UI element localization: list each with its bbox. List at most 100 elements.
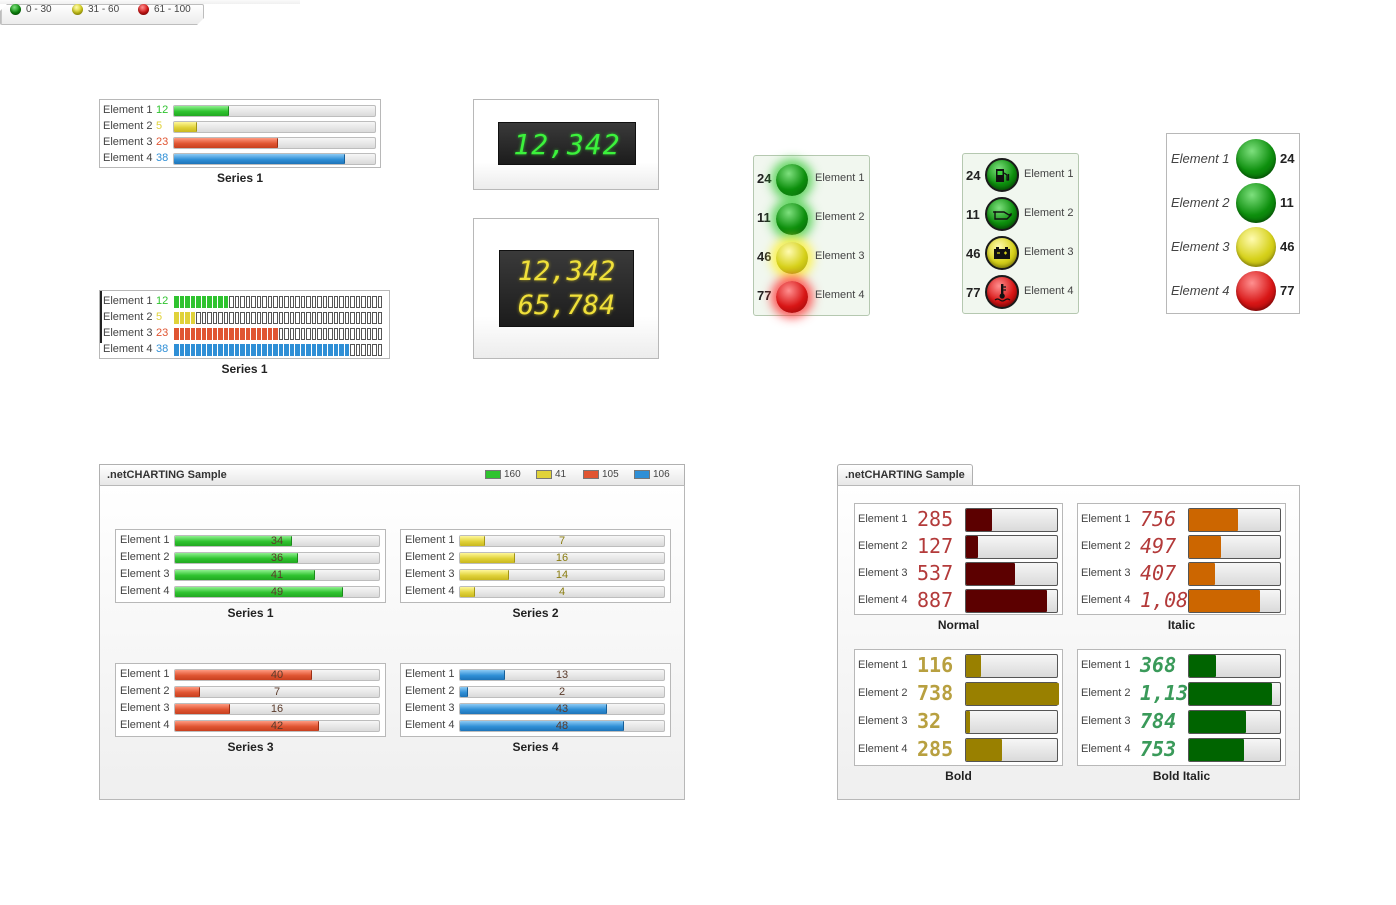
segment-off bbox=[218, 312, 223, 324]
indicator-light bbox=[985, 197, 1019, 231]
segment-off bbox=[372, 344, 377, 356]
segment-off bbox=[273, 296, 278, 308]
segment-on bbox=[273, 344, 278, 356]
bar-track bbox=[965, 535, 1058, 559]
element-label: Element 1 bbox=[405, 534, 455, 546]
series-box: Element 1 13 Element 2 2 Element 3 43 Element … bbox=[400, 663, 671, 737]
bar-fill bbox=[175, 704, 230, 714]
bar-fill bbox=[175, 687, 200, 697]
gauge-gallery: Element 1 12 Element 2 5 Element 3 23 Element … bbox=[0, 0, 1396, 800]
segment-on bbox=[185, 328, 190, 340]
segment-on bbox=[174, 344, 179, 356]
gauge-group-title: Bold Italic bbox=[1152, 769, 1211, 783]
light-value: 46 bbox=[757, 249, 772, 264]
segment-on bbox=[317, 344, 322, 356]
digital-readout: 127 bbox=[917, 534, 954, 558]
bar-fill bbox=[175, 570, 315, 580]
light-value: 24 bbox=[966, 168, 981, 183]
element-label: Element 4 bbox=[120, 719, 170, 731]
segment-on bbox=[306, 344, 311, 356]
digital-readout: 407 bbox=[1140, 561, 1177, 585]
segment-on bbox=[207, 344, 212, 356]
indicator-light bbox=[776, 242, 808, 274]
light-label: Element 2 bbox=[1171, 195, 1230, 210]
sample-tab[interactable]: .netCHARTING Sample bbox=[837, 464, 973, 486]
lcd-digits-top: 12,342 bbox=[517, 256, 616, 287]
legend-divider bbox=[1, 20, 2, 35]
segment-off bbox=[377, 328, 382, 340]
element-label: Element 3 bbox=[405, 568, 455, 580]
element-label: Element 2 bbox=[1081, 687, 1131, 699]
segment-off bbox=[223, 312, 228, 324]
legend-dot bbox=[72, 4, 83, 15]
bar-fill bbox=[1189, 739, 1244, 761]
bar-fill bbox=[175, 536, 292, 546]
segment-off bbox=[311, 312, 316, 324]
sample-body: Element 1 285 Element 2 127 Element 3 537 Elem… bbox=[837, 485, 1300, 800]
digital-readout: 368 bbox=[1140, 653, 1177, 677]
bar-fill bbox=[1189, 590, 1260, 612]
segment-off bbox=[251, 312, 256, 324]
digital-readout: 32 bbox=[917, 709, 942, 733]
element-label: Element 1 bbox=[103, 104, 153, 116]
segment-off bbox=[278, 328, 283, 340]
bar-fill bbox=[1189, 509, 1238, 531]
segment-off bbox=[355, 344, 360, 356]
bar-value: 2 bbox=[558, 686, 566, 698]
segment-off bbox=[289, 312, 294, 324]
segment-off bbox=[317, 312, 322, 324]
segment-on bbox=[256, 344, 261, 356]
bar-track: 14 bbox=[459, 569, 665, 581]
element-label: Element 3 bbox=[1081, 567, 1131, 579]
bar-fill bbox=[174, 154, 345, 164]
segment-on bbox=[185, 312, 190, 324]
segment-on bbox=[190, 312, 195, 324]
legend-value: 105 bbox=[602, 469, 619, 480]
segment-on bbox=[223, 344, 228, 356]
bar-fill bbox=[460, 570, 509, 580]
bar-track: 4 bbox=[459, 586, 665, 598]
digital-readout: 753 bbox=[1140, 737, 1177, 761]
segment-on bbox=[262, 344, 267, 356]
segment-end bbox=[100, 317, 102, 330]
bar-fill bbox=[966, 711, 970, 733]
segment-off bbox=[366, 312, 371, 324]
bar-fill bbox=[1189, 536, 1221, 558]
segment-off bbox=[344, 328, 349, 340]
light-value: 46 bbox=[966, 246, 981, 261]
lcd-panel: 12,342 65,784 bbox=[473, 218, 659, 359]
segment-off bbox=[306, 312, 311, 324]
indicator-light bbox=[776, 203, 808, 235]
segment-on bbox=[190, 296, 195, 308]
bar-track bbox=[1188, 508, 1281, 532]
oil-can-icon bbox=[992, 206, 1012, 222]
segment-off bbox=[333, 312, 338, 324]
digital-readout: 738 bbox=[917, 681, 954, 705]
bar-fill bbox=[175, 553, 298, 563]
segment-off bbox=[212, 312, 217, 324]
segment-off bbox=[284, 312, 289, 324]
segment-off bbox=[245, 312, 250, 324]
digital-readout: 116 bbox=[917, 653, 954, 677]
bar-track: 42 bbox=[174, 720, 380, 732]
digital-readout: 756 bbox=[1140, 507, 1177, 531]
bar-track bbox=[1188, 710, 1281, 734]
legend-swatch bbox=[536, 470, 552, 479]
segment-on bbox=[218, 344, 223, 356]
element-label: Element 3 bbox=[103, 327, 153, 339]
traffic-light-panel: 24 Element 1 11 Element 2 46 Element 3 77 Eleme… bbox=[753, 155, 870, 316]
bar-track: 40 bbox=[174, 669, 380, 681]
bar-fill bbox=[175, 670, 312, 680]
segment-off bbox=[366, 328, 371, 340]
segment-on bbox=[262, 328, 267, 340]
bar-fill bbox=[174, 106, 229, 116]
segment-off bbox=[256, 296, 261, 308]
light-label: Element 3 bbox=[815, 250, 865, 262]
bar-fill bbox=[1189, 655, 1216, 677]
gauge-group-title: Italic bbox=[1167, 618, 1196, 632]
element-label: Element 4 bbox=[103, 152, 153, 164]
element-label: Element 1 bbox=[858, 659, 908, 671]
element-label: Element 4 bbox=[103, 343, 153, 355]
element-value: 12 bbox=[156, 295, 169, 307]
bar-track bbox=[173, 137, 376, 149]
